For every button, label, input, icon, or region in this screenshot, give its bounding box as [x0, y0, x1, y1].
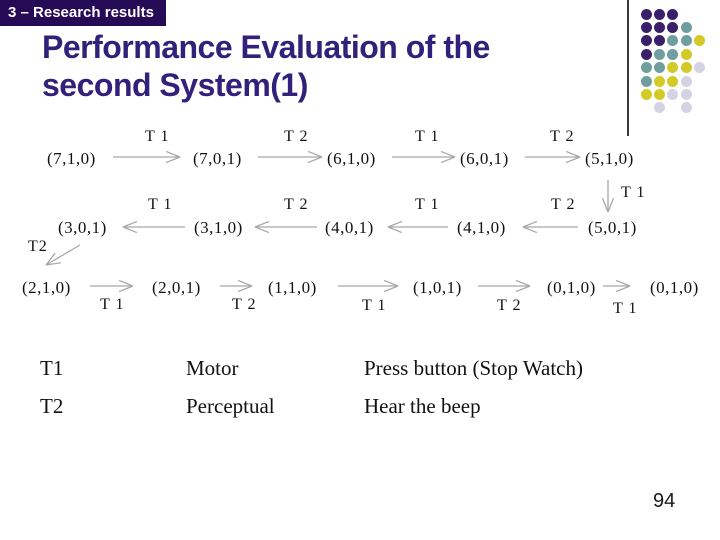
decor-dot	[667, 62, 679, 74]
decor-dot	[680, 88, 692, 100]
transition-arrow	[387, 220, 448, 234]
state-node: (6,1,0)	[327, 149, 376, 168]
transition-arrow	[258, 150, 323, 164]
transition-label: T 2	[284, 128, 309, 145]
transition-label: T 1	[613, 300, 638, 317]
state-node: (7,1,0)	[47, 149, 96, 168]
decor-dot	[680, 35, 692, 47]
transition-arrow	[122, 220, 185, 234]
legend-row: T1 Motor Press button (Stop Watch)	[40, 356, 583, 381]
decor-vertical-line	[627, 0, 629, 136]
transition-label: T 1	[145, 128, 170, 145]
transition-label: T 1	[415, 196, 440, 213]
transition-label: T 1	[621, 184, 646, 201]
state-node: (0,1,0)	[650, 278, 699, 297]
decor-dot	[667, 88, 679, 100]
decor-dot	[680, 102, 692, 114]
transition-label: T 1	[362, 297, 387, 314]
transition-arrow	[392, 150, 456, 164]
decor-dot	[653, 35, 665, 47]
decor-dot	[667, 75, 679, 87]
state-node: (2,0,1)	[152, 278, 201, 297]
decor-dot	[694, 62, 706, 74]
decor-dot	[653, 8, 665, 20]
decor-dot	[640, 21, 652, 33]
transition-arrow	[90, 279, 134, 293]
decor-dot	[667, 8, 679, 20]
slide-title: Performance Evaluation of the second Sys…	[42, 29, 490, 103]
state-node: (1,1,0)	[268, 278, 317, 297]
decor-dot	[667, 21, 679, 33]
decor-dot	[640, 48, 652, 60]
section-badge: 3 – Research results	[0, 0, 166, 26]
decor-dot	[653, 48, 665, 60]
state-node: (5,1,0)	[585, 149, 634, 168]
decor-dot	[640, 35, 652, 47]
state-node: (6,0,1)	[460, 149, 509, 168]
decor-dot	[653, 62, 665, 74]
legend-row: T2 Perceptual Hear the beep	[40, 394, 583, 419]
transition-arrow	[601, 180, 615, 213]
legend-operator: Perceptual	[186, 394, 275, 418]
state-node: (5,0,1)	[588, 218, 637, 237]
state-node: (0,1,0)	[547, 278, 596, 297]
transition-label: T 2	[497, 297, 522, 314]
transition-label: T 2	[232, 296, 257, 313]
transition-label: T 1	[148, 196, 173, 213]
decor-dot	[667, 48, 679, 60]
transition-arrow	[254, 220, 317, 234]
transition-arrow	[522, 220, 578, 234]
decor-dot	[680, 48, 692, 60]
transition-label: T 1	[100, 296, 125, 313]
transition-label: T 1	[415, 128, 440, 145]
transition-arrow	[478, 279, 531, 293]
decor-dot	[694, 35, 706, 47]
state-node: (3,1,0)	[194, 218, 243, 237]
decor-dot	[640, 62, 652, 74]
state-node: (4,1,0)	[457, 218, 506, 237]
legend-description: Press button (Stop Watch)	[364, 356, 583, 380]
transition-label: T 2	[550, 128, 575, 145]
transition-arrow	[220, 279, 253, 293]
transition-arrow	[113, 150, 181, 164]
transition-label: T 2	[284, 196, 309, 213]
state-node: (7,0,1)	[193, 149, 242, 168]
transition-arrow	[603, 279, 631, 293]
decor-dot	[640, 75, 652, 87]
decor-dot	[680, 75, 692, 87]
legend-table: T1 Motor Press button (Stop Watch) T2 Percep…	[40, 356, 583, 432]
decor-dot	[680, 21, 692, 33]
transition-label: T 2	[551, 196, 576, 213]
legend-description: Hear the beep	[364, 394, 481, 418]
legend-operator: Motor	[186, 356, 239, 380]
legend-symbol: T2	[40, 394, 64, 418]
transition-arrow	[45, 244, 81, 266]
decor-dot	[640, 88, 652, 100]
state-node: (2,1,0)	[22, 278, 71, 297]
decor-dot	[653, 88, 665, 100]
transition-arrow	[525, 150, 581, 164]
page-number: 94	[653, 490, 676, 512]
decor-dot	[667, 35, 679, 47]
legend-symbol: T1	[40, 356, 64, 380]
state-node: (4,0,1)	[325, 218, 374, 237]
transition-arrow	[338, 279, 399, 293]
state-node: (3,0,1)	[58, 218, 107, 237]
decor-dot	[680, 62, 692, 74]
state-node: (1,0,1)	[413, 278, 462, 297]
decor-dot	[653, 21, 665, 33]
decor-dot	[640, 8, 652, 20]
decor-dot	[653, 75, 665, 87]
transition-label: T2	[28, 238, 48, 255]
decor-dot	[653, 102, 665, 114]
